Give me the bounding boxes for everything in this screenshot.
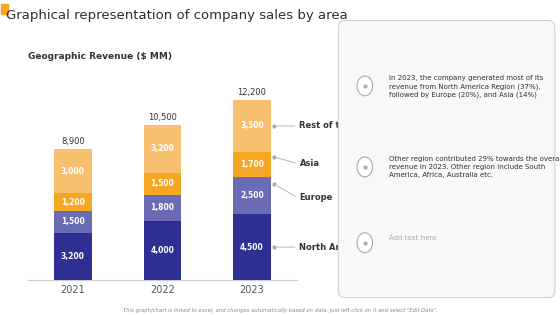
Bar xyxy=(54,211,92,233)
Text: 2,500: 2,500 xyxy=(240,191,264,200)
Bar xyxy=(233,100,271,152)
Text: 3,200: 3,200 xyxy=(61,252,85,261)
Text: 3,500: 3,500 xyxy=(240,122,264,130)
Text: 1,200: 1,200 xyxy=(61,198,85,207)
Text: 1,800: 1,800 xyxy=(151,203,174,212)
Bar xyxy=(54,193,92,211)
Text: Rest of the World: Rest of the World xyxy=(300,122,382,130)
Text: 4,500: 4,500 xyxy=(240,243,264,252)
Circle shape xyxy=(357,233,372,253)
Bar xyxy=(143,195,181,221)
Bar xyxy=(143,221,181,280)
Text: 1,500: 1,500 xyxy=(151,179,174,188)
Text: 1,700: 1,700 xyxy=(240,160,264,169)
Bar xyxy=(54,233,92,280)
Text: This graph/chart is linked to excel, and changes automatically based on data. Ju: This graph/chart is linked to excel, and… xyxy=(123,308,437,313)
Text: Asia: Asia xyxy=(300,159,320,168)
Bar xyxy=(233,152,271,177)
Text: Europe: Europe xyxy=(300,193,333,202)
Text: North America: North America xyxy=(300,243,368,252)
Text: 1,500: 1,500 xyxy=(61,217,85,226)
Text: 3,200: 3,200 xyxy=(151,144,174,153)
Bar xyxy=(233,214,271,280)
Text: 12,200: 12,200 xyxy=(237,88,267,97)
Text: 3,000: 3,000 xyxy=(61,167,85,175)
Text: 4,000: 4,000 xyxy=(151,246,174,255)
Text: Other region contributed 29% towards the overall
revenue in 2023. Other region i: Other region contributed 29% towards the… xyxy=(389,157,560,179)
FancyBboxPatch shape xyxy=(338,20,555,298)
Text: In 2023, the company generated most of its
revenue from North America Region (37: In 2023, the company generated most of i… xyxy=(389,75,544,98)
Text: 8,900: 8,900 xyxy=(61,137,85,146)
Text: Add text here: Add text here xyxy=(389,234,437,241)
Text: 10,500: 10,500 xyxy=(148,113,177,122)
Text: Graphical representation of company sales by area: Graphical representation of company sale… xyxy=(6,9,347,22)
Bar xyxy=(143,125,181,173)
Text: Geographic Revenue ($ MM): Geographic Revenue ($ MM) xyxy=(28,52,172,61)
Bar xyxy=(54,149,92,193)
Circle shape xyxy=(357,157,372,177)
Bar xyxy=(143,173,181,195)
Bar xyxy=(233,177,271,214)
Circle shape xyxy=(357,76,372,96)
